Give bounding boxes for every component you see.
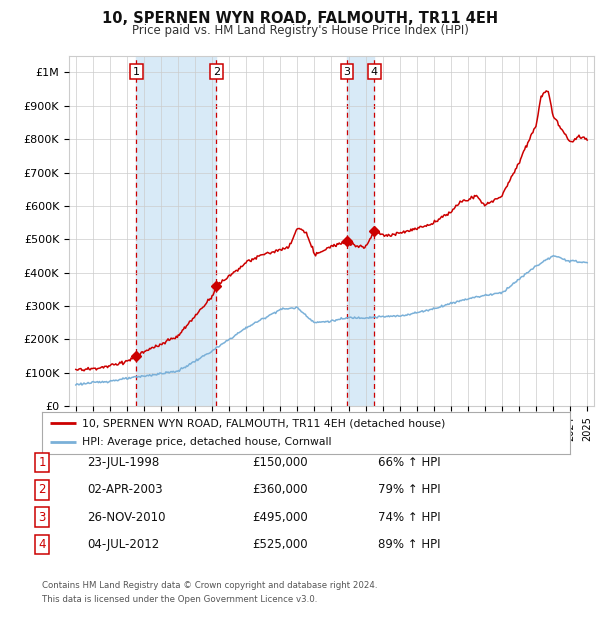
Text: HPI: Average price, detached house, Cornwall: HPI: Average price, detached house, Corn… [82, 438, 331, 448]
Text: £525,000: £525,000 [252, 538, 308, 551]
Bar [347, 56, 374, 406]
Text: 89% ↑ HPI: 89% ↑ HPI [378, 538, 440, 551]
Text: Price paid vs. HM Land Registry's House Price Index (HPI): Price paid vs. HM Land Registry's House … [131, 24, 469, 37]
Text: 4: 4 [371, 66, 378, 76]
Bar [136, 56, 217, 406]
Text: 04-JUL-2012: 04-JUL-2012 [87, 538, 159, 551]
Text: 2: 2 [213, 66, 220, 76]
Text: 1: 1 [133, 66, 140, 76]
Text: Contains HM Land Registry data © Crown copyright and database right 2024.: Contains HM Land Registry data © Crown c… [42, 581, 377, 590]
Text: 1: 1 [38, 456, 46, 469]
Text: 10, SPERNEN WYN ROAD, FALMOUTH, TR11 4EH: 10, SPERNEN WYN ROAD, FALMOUTH, TR11 4EH [102, 11, 498, 26]
Text: 2: 2 [38, 484, 46, 496]
Text: £495,000: £495,000 [252, 511, 308, 523]
Text: £150,000: £150,000 [252, 456, 308, 469]
Text: 3: 3 [343, 66, 350, 76]
Text: 74% ↑ HPI: 74% ↑ HPI [378, 511, 440, 523]
Text: £360,000: £360,000 [252, 484, 308, 496]
Text: 23-JUL-1998: 23-JUL-1998 [87, 456, 159, 469]
Text: 79% ↑ HPI: 79% ↑ HPI [378, 484, 440, 496]
Text: 4: 4 [38, 538, 46, 551]
Text: 02-APR-2003: 02-APR-2003 [87, 484, 163, 496]
Text: 26-NOV-2010: 26-NOV-2010 [87, 511, 166, 523]
Text: This data is licensed under the Open Government Licence v3.0.: This data is licensed under the Open Gov… [42, 595, 317, 604]
Text: 66% ↑ HPI: 66% ↑ HPI [378, 456, 440, 469]
Text: 3: 3 [38, 511, 46, 523]
Text: 10, SPERNEN WYN ROAD, FALMOUTH, TR11 4EH (detached house): 10, SPERNEN WYN ROAD, FALMOUTH, TR11 4EH… [82, 418, 445, 428]
